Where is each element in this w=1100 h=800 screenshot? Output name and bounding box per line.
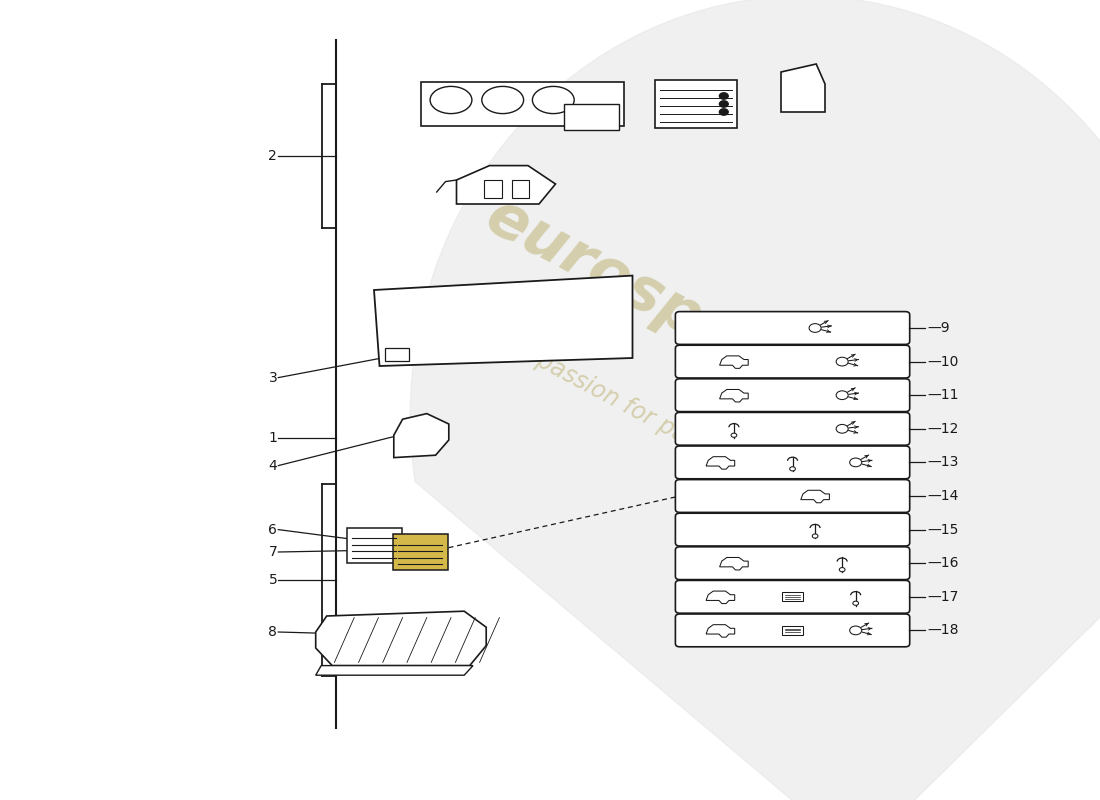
Polygon shape bbox=[456, 166, 556, 204]
Polygon shape bbox=[706, 625, 735, 637]
Circle shape bbox=[790, 466, 795, 471]
Circle shape bbox=[732, 433, 737, 438]
Text: 2: 2 bbox=[268, 149, 277, 163]
Text: —17: —17 bbox=[927, 590, 959, 604]
Text: —14: —14 bbox=[927, 489, 959, 503]
FancyBboxPatch shape bbox=[782, 626, 803, 634]
FancyBboxPatch shape bbox=[563, 103, 618, 130]
Text: 7: 7 bbox=[268, 545, 277, 559]
Polygon shape bbox=[316, 611, 486, 666]
Polygon shape bbox=[410, 0, 1100, 800]
FancyBboxPatch shape bbox=[675, 446, 910, 478]
FancyBboxPatch shape bbox=[675, 514, 910, 546]
Polygon shape bbox=[374, 275, 632, 366]
Circle shape bbox=[719, 93, 728, 99]
Circle shape bbox=[836, 425, 848, 433]
FancyBboxPatch shape bbox=[675, 480, 910, 513]
Text: 3: 3 bbox=[268, 370, 277, 385]
FancyBboxPatch shape bbox=[675, 311, 910, 344]
Text: 4: 4 bbox=[268, 458, 277, 473]
Polygon shape bbox=[316, 666, 473, 675]
Text: —16: —16 bbox=[927, 556, 959, 570]
Circle shape bbox=[852, 601, 859, 606]
Text: 8: 8 bbox=[268, 625, 277, 639]
Polygon shape bbox=[781, 64, 825, 112]
Polygon shape bbox=[801, 490, 829, 502]
FancyBboxPatch shape bbox=[512, 180, 529, 198]
Circle shape bbox=[839, 567, 845, 572]
Text: —10: —10 bbox=[927, 354, 959, 369]
Polygon shape bbox=[719, 558, 748, 570]
Polygon shape bbox=[420, 82, 625, 126]
FancyBboxPatch shape bbox=[782, 593, 803, 601]
Text: since 1985: since 1985 bbox=[712, 444, 872, 548]
FancyBboxPatch shape bbox=[675, 379, 910, 411]
Text: 5: 5 bbox=[268, 573, 277, 587]
Text: a passion for parts: a passion for parts bbox=[513, 338, 719, 462]
Circle shape bbox=[849, 458, 861, 466]
Text: —13: —13 bbox=[927, 455, 959, 470]
FancyBboxPatch shape bbox=[675, 581, 910, 613]
Text: —18: —18 bbox=[927, 623, 959, 638]
Circle shape bbox=[849, 626, 861, 634]
Text: 6: 6 bbox=[268, 522, 277, 537]
Ellipse shape bbox=[532, 86, 574, 114]
Text: —11: —11 bbox=[927, 388, 959, 402]
Circle shape bbox=[836, 391, 848, 399]
FancyBboxPatch shape bbox=[346, 528, 402, 563]
Polygon shape bbox=[706, 457, 735, 469]
Text: 1: 1 bbox=[268, 431, 277, 446]
Circle shape bbox=[719, 101, 728, 107]
Text: —12: —12 bbox=[927, 422, 959, 436]
Circle shape bbox=[836, 358, 848, 366]
Circle shape bbox=[812, 534, 818, 538]
FancyBboxPatch shape bbox=[675, 547, 910, 579]
FancyBboxPatch shape bbox=[675, 413, 910, 445]
Ellipse shape bbox=[482, 86, 524, 114]
Ellipse shape bbox=[430, 86, 472, 114]
FancyBboxPatch shape bbox=[654, 80, 737, 128]
Polygon shape bbox=[719, 356, 748, 368]
Text: eurospares: eurospares bbox=[475, 187, 845, 421]
FancyBboxPatch shape bbox=[393, 534, 448, 570]
FancyBboxPatch shape bbox=[385, 349, 409, 362]
FancyBboxPatch shape bbox=[484, 180, 502, 198]
FancyBboxPatch shape bbox=[675, 345, 910, 378]
Polygon shape bbox=[719, 390, 748, 402]
FancyBboxPatch shape bbox=[675, 614, 910, 646]
Text: —9: —9 bbox=[927, 321, 950, 335]
Circle shape bbox=[719, 109, 728, 115]
Circle shape bbox=[810, 324, 821, 332]
Polygon shape bbox=[706, 591, 735, 603]
Polygon shape bbox=[394, 414, 449, 458]
Text: —15: —15 bbox=[927, 522, 959, 537]
